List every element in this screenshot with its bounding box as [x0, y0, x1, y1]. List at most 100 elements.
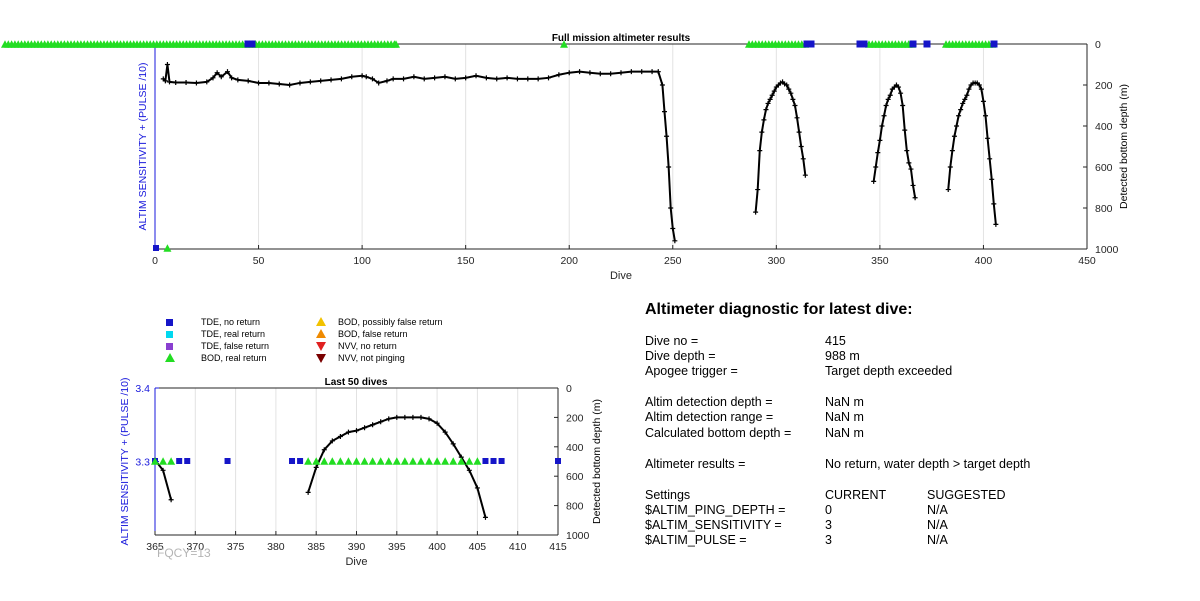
right-y-tick-label: 0: [1095, 39, 1101, 51]
depth-point: [411, 74, 417, 80]
depth-point: [450, 441, 456, 447]
bod-real-return-marker: [560, 40, 568, 48]
triangle-up-icon: [316, 329, 326, 338]
bod-real-return-marker: [465, 457, 474, 465]
x-tick-label: 150: [457, 255, 475, 267]
depth-point: [788, 90, 794, 96]
tde-no-return-marker: [803, 40, 811, 48]
x-tick-label: 370: [187, 541, 205, 553]
depth-point: [577, 69, 583, 75]
settings-header: CURRENT: [825, 488, 887, 502]
depth-point: [256, 80, 262, 86]
depth-point: [765, 100, 771, 106]
depth-point: [160, 467, 166, 473]
depth-point: [980, 98, 986, 104]
depth-point: [345, 429, 351, 435]
full-mission-chart: 0 50 100 150 200 250 300 350 400 450 0 200 400 600 800…: [1, 33, 1130, 282]
setting-current: 3: [825, 533, 832, 547]
depth-point: [287, 82, 293, 88]
depth-point: [338, 76, 344, 82]
x-tick-label: 400: [975, 255, 993, 267]
x-tick-label: 390: [348, 541, 366, 553]
depth-point: [608, 71, 614, 77]
bod-real-return-marker: [473, 457, 482, 465]
depth-point: [369, 76, 375, 82]
bod-real-return-marker: [376, 457, 385, 465]
depth-point: [904, 148, 910, 154]
diagnostic-title: Altimeter diagnostic for latest dive:: [645, 301, 913, 318]
depth-point: [964, 92, 970, 98]
depth-point: [906, 160, 912, 166]
depth-point: [390, 76, 396, 82]
x-tick-label: 400: [428, 541, 446, 553]
depth-point: [386, 416, 392, 422]
depth-point: [546, 75, 552, 81]
depth-point: [794, 115, 800, 121]
bod-real-return-marker: [167, 457, 176, 465]
right-y-tick-label: 200: [566, 412, 584, 424]
depth-point: [463, 75, 469, 81]
x-tick-label: 380: [267, 541, 285, 553]
depth-point: [639, 69, 645, 75]
bod-real-return-marker: [384, 457, 393, 465]
setting-current: 0: [825, 503, 832, 517]
tde-no-return-marker: [555, 458, 561, 464]
legend-label: TDE, real return: [201, 329, 266, 339]
last-50-dives-chart: 365 370 375 380 385 390 395 400 405 410 415 0 200 400…: [119, 377, 603, 568]
depth-point: [193, 80, 199, 86]
right-y-tick-label: 0: [566, 383, 572, 395]
bod-real-return-marker: [416, 457, 425, 465]
depth-point: [910, 182, 916, 188]
x-tick-label: 100: [353, 255, 371, 267]
depth-point: [661, 109, 667, 115]
depth-point: [666, 164, 672, 170]
tde-no-return-marker: [289, 458, 296, 464]
depth-point: [790, 96, 796, 102]
depth-point: [873, 164, 879, 170]
diag-value: No return, water depth > target depth: [825, 457, 1031, 471]
depth-point: [871, 178, 877, 184]
depth-point: [885, 96, 891, 102]
depth-point: [985, 135, 991, 141]
triangle-down-icon: [316, 354, 326, 363]
tde-no-return-marker: [923, 40, 931, 48]
depth-point: [442, 429, 448, 435]
bod-real-return-marker: [392, 457, 401, 465]
depth-point: [993, 221, 999, 227]
diag-label: Altim detection range =: [645, 410, 774, 424]
depth-point: [359, 73, 365, 79]
depth-point: [313, 464, 319, 470]
setting-current: 3: [825, 518, 832, 532]
depth-point: [276, 81, 282, 87]
depth-point: [763, 107, 769, 113]
tde-no-return-marker: [176, 458, 183, 464]
depth-point: [956, 113, 962, 119]
bod-real-return-marker: [320, 457, 329, 465]
square-icon: [166, 331, 173, 338]
depth-point: [224, 69, 230, 75]
depth-point: [166, 79, 172, 85]
depth-point: [896, 84, 902, 90]
depth-point: [494, 76, 500, 82]
depth-point: [991, 201, 997, 207]
depth-point: [307, 79, 313, 85]
depth-point: [229, 75, 235, 81]
depth-point: [672, 238, 678, 244]
depth-point: [759, 129, 765, 135]
depth-point: [525, 76, 531, 82]
depth-point: [978, 86, 984, 92]
depth-point: [757, 148, 763, 154]
tde-no-return-marker: [153, 245, 159, 251]
setting-name: $ALTIM_PING_DEPTH =: [645, 503, 786, 517]
depth-line-segment-2: [754, 80, 807, 213]
x-tick-label: 375: [227, 541, 245, 553]
depth-point: [204, 79, 210, 85]
left-y-axis-label: ALTIM SENSITIVITY + (PULSE /10): [119, 378, 131, 546]
depth-point: [297, 80, 303, 86]
depth-point: [164, 62, 170, 67]
left-y-axis-label: ALTIM SENSITIVITY + (PULSE /10): [137, 63, 149, 231]
legend-label: BOD, possibly false return: [338, 317, 443, 327]
depth-point: [173, 80, 179, 86]
depth-point: [410, 414, 416, 420]
depth-point: [168, 497, 174, 503]
